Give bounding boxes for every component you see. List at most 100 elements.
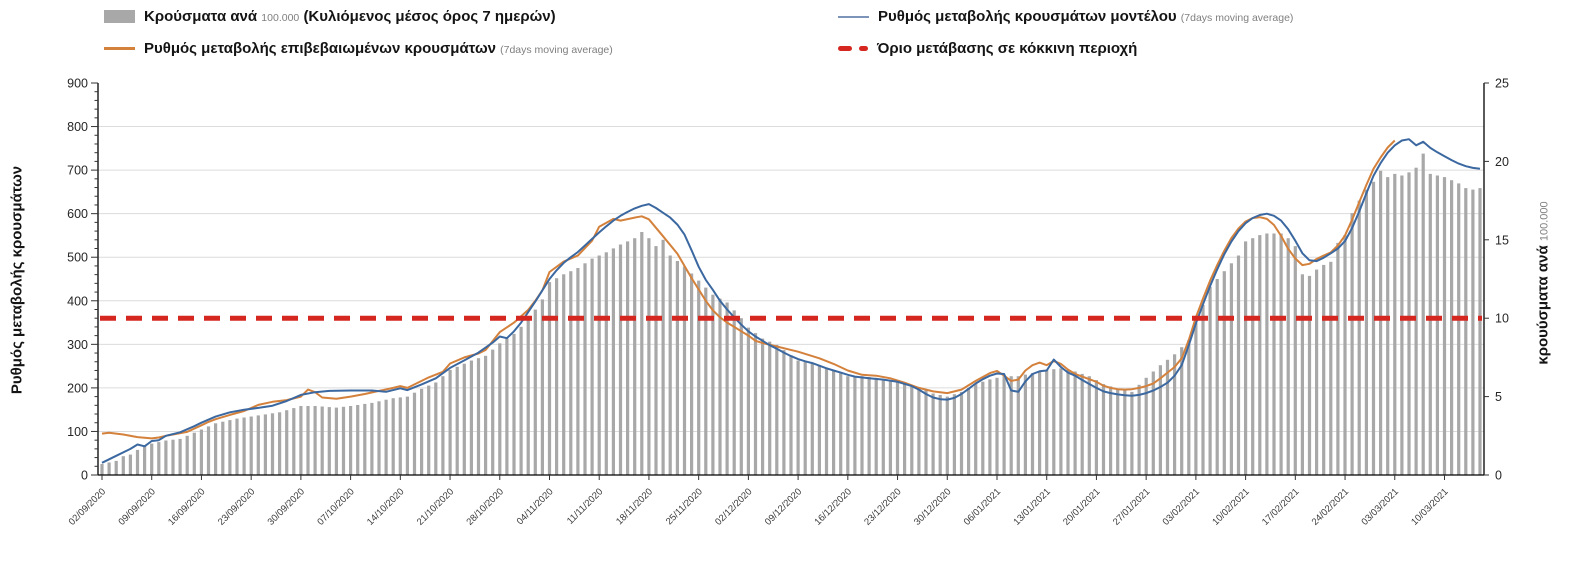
bar — [256, 415, 260, 475]
bar — [519, 326, 523, 475]
bar — [903, 384, 907, 475]
bar — [782, 350, 786, 475]
y-left-tick-label: 300 — [67, 338, 88, 352]
bar — [1208, 286, 1212, 475]
bar — [1137, 384, 1141, 475]
bar — [1194, 322, 1198, 475]
bar — [1180, 347, 1184, 475]
bar — [505, 338, 509, 475]
bar — [171, 439, 175, 475]
bar — [1293, 246, 1297, 475]
bar — [1023, 374, 1027, 475]
bar — [306, 406, 310, 475]
bar — [100, 464, 104, 475]
threshold-dashes-icon — [838, 46, 868, 51]
bar — [1272, 233, 1276, 475]
x-tick-label: 18/11/2020 — [614, 486, 655, 527]
bar — [1130, 391, 1134, 475]
bar — [661, 239, 665, 475]
bar — [711, 294, 715, 475]
bar — [320, 406, 324, 475]
model-line-icon — [838, 15, 869, 18]
bar — [1251, 238, 1255, 475]
bar — [718, 298, 722, 475]
bar — [640, 232, 644, 475]
bar — [1222, 271, 1226, 475]
y-left-tick-label: 200 — [67, 381, 88, 395]
bar — [1244, 241, 1248, 475]
bar — [1201, 304, 1205, 475]
bar — [249, 416, 253, 475]
y-left-tick-label: 400 — [67, 294, 88, 308]
bar — [1066, 369, 1070, 475]
bar — [377, 401, 381, 475]
bar — [618, 244, 623, 475]
x-tick-label: 07/10/2020 — [315, 486, 356, 527]
bar — [192, 432, 196, 475]
bar — [150, 443, 154, 475]
bar — [583, 263, 587, 475]
bar — [1080, 373, 1084, 475]
bar — [959, 391, 964, 475]
bar — [562, 274, 566, 475]
x-tick-label: 09/09/2020 — [116, 486, 157, 527]
bar — [1421, 153, 1425, 475]
bar — [334, 407, 338, 475]
bar — [1357, 200, 1361, 475]
bar — [1322, 264, 1326, 475]
bar — [1265, 233, 1269, 475]
bar — [945, 396, 949, 475]
bar — [235, 418, 239, 475]
bar — [590, 258, 594, 475]
bar — [164, 440, 168, 475]
bar — [569, 271, 573, 475]
x-tick-label: 24/02/2021 — [1310, 486, 1351, 527]
bar — [540, 299, 544, 475]
bar — [725, 302, 729, 475]
x-tick-label: 14/10/2020 — [365, 486, 406, 527]
bar — [988, 379, 992, 475]
bar — [1343, 235, 1347, 475]
bar — [746, 327, 750, 475]
bar — [1350, 213, 1354, 475]
bar — [633, 238, 637, 475]
bar — [974, 384, 978, 475]
bar — [1116, 388, 1120, 475]
confirmed-line-icon — [104, 47, 135, 50]
bar — [668, 255, 672, 475]
y-right-tick-label: 5 — [1495, 390, 1502, 404]
bar — [1315, 269, 1319, 475]
x-tick-label: 02/09/2020 — [67, 486, 108, 527]
bar — [384, 399, 388, 475]
x-tick-label: 09/12/2020 — [763, 486, 804, 527]
x-tick-label: 20/01/2021 — [1061, 486, 1102, 527]
x-tick-label: 16/12/2020 — [813, 486, 854, 527]
bar — [789, 355, 793, 475]
bar — [370, 402, 374, 475]
bar — [1464, 188, 1468, 475]
bars-swatch-icon — [104, 10, 135, 23]
model-cases-line — [101, 138, 1481, 464]
bar — [675, 261, 679, 475]
bar — [1300, 274, 1304, 475]
bar — [398, 397, 402, 475]
bar — [654, 246, 658, 475]
bar — [775, 344, 779, 475]
x-tick-label: 03/02/2021 — [1161, 486, 1202, 527]
bar — [1336, 242, 1340, 475]
bar — [753, 333, 758, 475]
bar — [427, 385, 431, 475]
x-tick-label: 30/09/2020 — [266, 486, 307, 527]
bar — [1478, 188, 1482, 475]
bar — [1279, 233, 1283, 475]
bar — [1059, 368, 1063, 475]
bar — [938, 395, 942, 475]
y-left-tick-label: 600 — [67, 207, 88, 221]
bar — [1030, 373, 1035, 475]
bar — [143, 445, 147, 475]
x-tick-label: 02/12/2020 — [713, 486, 754, 527]
bar — [1173, 354, 1177, 475]
bar — [796, 360, 800, 475]
bar — [1151, 371, 1155, 475]
